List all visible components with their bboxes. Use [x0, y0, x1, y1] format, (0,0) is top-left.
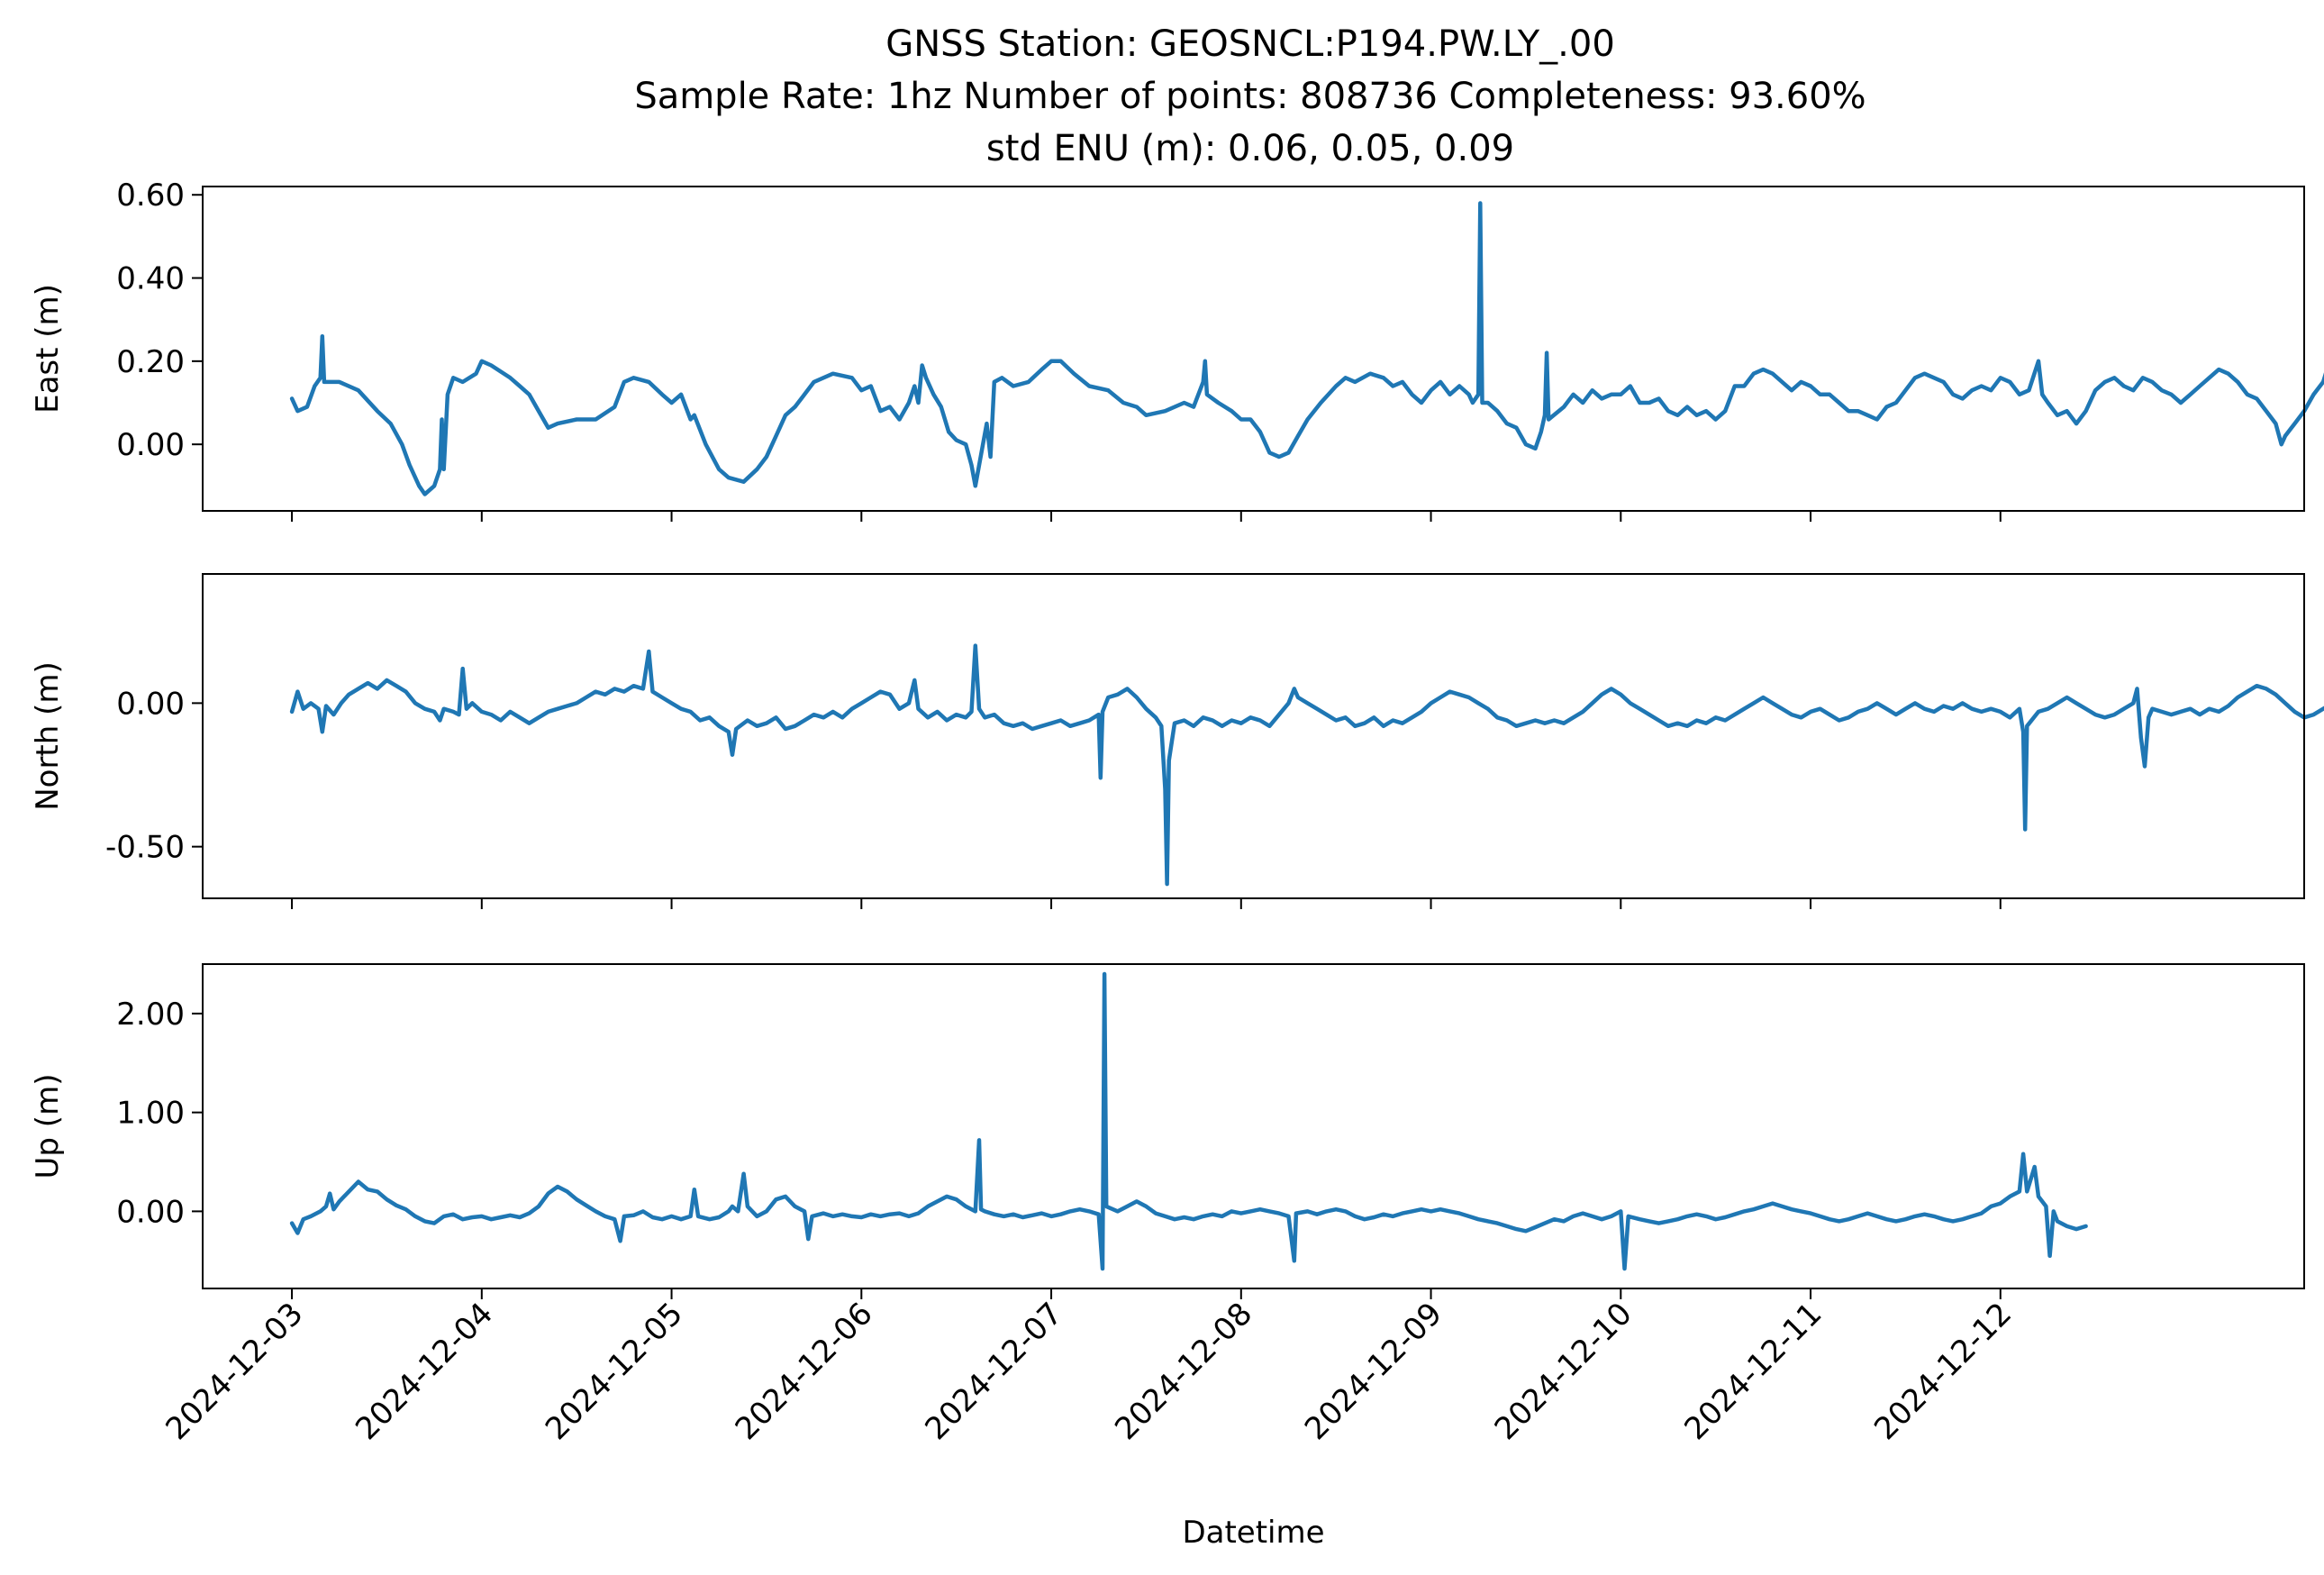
up-ytick-label: 1.00 — [116, 1096, 185, 1132]
east-series-line — [289, 201, 2324, 496]
east-ytick-label: 0.00 — [116, 427, 185, 463]
title-line-std-enu: std ENU (m): 0.06, 0.05, 0.09 — [986, 128, 1514, 169]
east-panel: 0.00 0.20 0.40 0.60 East (m) — [30, 178, 2324, 522]
up-axes-frame — [202, 963, 2305, 1289]
north-ytick-label: 0.00 — [116, 686, 185, 722]
north-ytick-label: -0.50 — [105, 830, 185, 866]
east-ylabel: East (m) — [30, 284, 66, 414]
xlabel: Datetime — [1182, 1515, 1324, 1551]
up-ytick-label: 2.00 — [116, 997, 185, 1033]
title-line-station: GNSS Station: GEOSNCL:P194.PW.LY_.00 — [885, 23, 1615, 65]
up-ylabel: Up (m) — [30, 1074, 66, 1179]
up-ytick-label: 0.00 — [116, 1194, 185, 1230]
north-axes-frame — [202, 573, 2305, 899]
north-series-line — [289, 643, 2324, 887]
up-series-line — [289, 971, 2088, 1271]
north-ylabel: North (m) — [30, 661, 66, 811]
east-ytick-label: 0.20 — [116, 344, 185, 380]
east-ytick-label: 0.40 — [116, 261, 185, 297]
north-panel: -0.50 0.00 North (m) — [30, 573, 2324, 909]
east-ytick-label: 0.60 — [116, 178, 185, 214]
east-axes-frame — [202, 186, 2305, 512]
figure-title: GNSS Station: GEOSNCL:P194.PW.LY_.00 Sam… — [634, 23, 1866, 169]
title-line-sample-info: Sample Rate: 1hz Number of points: 80873… — [634, 76, 1866, 117]
